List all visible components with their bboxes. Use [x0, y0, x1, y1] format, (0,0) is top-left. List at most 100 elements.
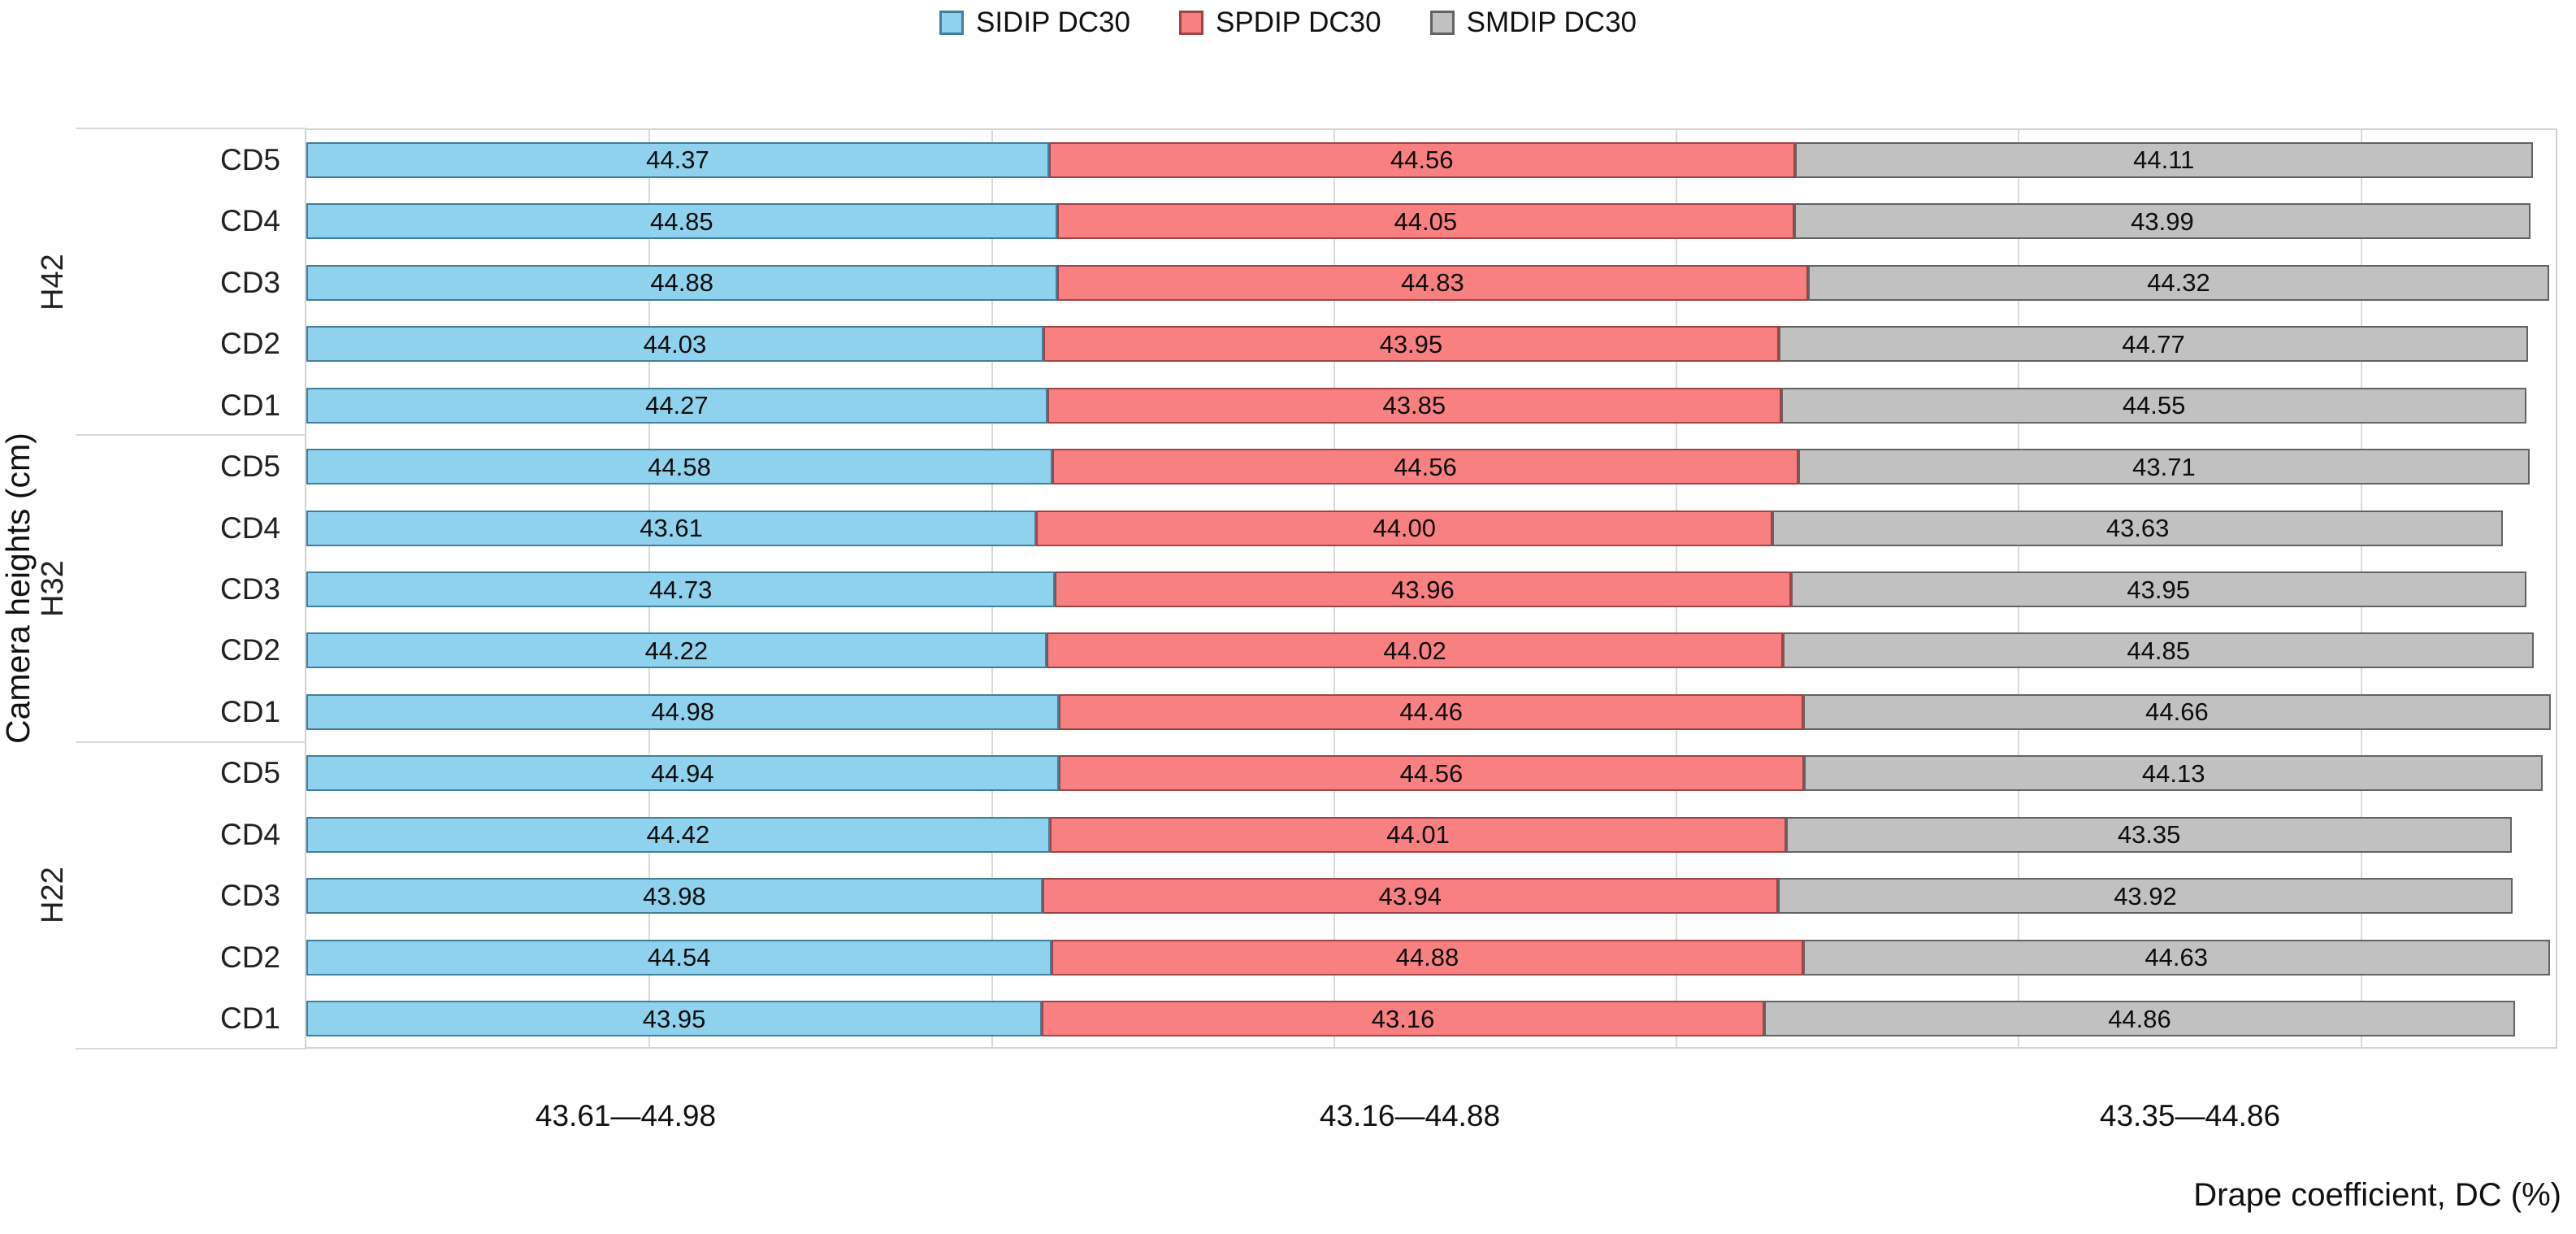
bar-value-label: 44.13 — [2141, 758, 2205, 788]
bar-segment-smdip: 43.35 — [1786, 816, 2513, 853]
bar-segment-spdip: 44.88 — [1052, 939, 1803, 975]
bar-row: 44.54 44.88 44.63 — [306, 939, 2556, 975]
cd-label: CD1 — [219, 694, 280, 728]
bar-segment-spdip: 44.02 — [1046, 632, 1784, 669]
bar-row: 44.22 44.02 44.85 — [306, 632, 2556, 669]
bar-row: 44.98 44.46 44.66 — [306, 693, 2556, 730]
group-label-h32: H32 — [36, 560, 70, 617]
bar-value-label: 43.61 — [640, 514, 703, 543]
bar-segment-sidip: 44.88 — [306, 264, 1058, 301]
group-divider — [76, 741, 306, 743]
bar-segment-sidip: 43.95 — [306, 1001, 1043, 1037]
bar-segment-sidip: 43.61 — [306, 510, 1037, 546]
bar-value-label: 44.85 — [2127, 636, 2190, 665]
bar-row: 44.37 44.56 44.11 — [306, 141, 2556, 178]
bar-segment-spdip: 43.16 — [1042, 1001, 1765, 1037]
bar-segment-smdip: 44.77 — [1778, 326, 2528, 363]
cd-label: CD3 — [219, 572, 280, 606]
bar-segment-sidip: 44.94 — [306, 755, 1059, 792]
cd-label: CD4 — [219, 817, 280, 851]
bar-value-label: 44.98 — [651, 697, 714, 727]
bar-segment-smdip: 44.85 — [1783, 632, 2534, 669]
cd-label: CD5 — [219, 450, 280, 484]
group-divider — [76, 1048, 306, 1049]
legend-label: SPDIP DC30 — [1215, 7, 1381, 38]
bar-segment-smdip: 44.86 — [1764, 1001, 2515, 1037]
cd-label: CD1 — [219, 1002, 280, 1036]
bar-segment-spdip: 44.83 — [1057, 264, 1808, 301]
cd-label: CD1 — [219, 388, 280, 422]
bar-segment-spdip: 43.95 — [1043, 326, 1779, 363]
bar-value-label: 44.54 — [647, 943, 711, 972]
bar-value-label: 44.32 — [2147, 268, 2210, 298]
legend-swatch-spdip — [1178, 11, 1203, 35]
plot-area: 44.37 44.56 44.11 44.85 44.05 43.99 44.88 44.83… — [305, 128, 2557, 1049]
bar-segment-spdip: 43.94 — [1042, 878, 1778, 915]
bar-value-label: 44.73 — [648, 575, 713, 604]
bar-value-label: 43.99 — [2131, 206, 2194, 236]
bar-value-label: 44.56 — [1394, 452, 1457, 481]
bar-value-label: 44.77 — [2122, 329, 2185, 358]
legend-swatch-sidip — [939, 11, 964, 35]
bar-value-label: 44.56 — [1390, 146, 1454, 175]
bar-segment-smdip: 44.63 — [1802, 939, 2550, 975]
bar-segment-sidip: 44.42 — [306, 816, 1050, 853]
legend-swatch-smdip — [1429, 11, 1455, 35]
bar-value-label: 43.96 — [1391, 575, 1455, 604]
bar-value-label: 44.86 — [2108, 1004, 2171, 1033]
bar-row: 43.98 43.94 43.92 — [306, 878, 2556, 915]
bar-segment-spdip: 43.96 — [1055, 571, 1791, 607]
cd-label: CD3 — [219, 265, 280, 299]
bar-value-label: 44.58 — [648, 452, 711, 481]
bar-value-label: 44.88 — [1395, 943, 1459, 972]
cd-label: CD3 — [219, 879, 280, 913]
cd-label: CD2 — [219, 940, 280, 974]
bar-segment-spdip: 44.56 — [1048, 141, 1795, 178]
bar-value-label: 44.02 — [1383, 636, 1446, 665]
bar-value-label: 43.95 — [1379, 329, 1443, 358]
bar-value-label: 44.00 — [1373, 514, 1437, 543]
bar-value-label: 43.35 — [2117, 820, 2181, 849]
bar-segment-spdip: 43.85 — [1047, 387, 1781, 424]
bar-row: 44.58 44.56 43.71 — [306, 449, 2556, 485]
cd-label: CD5 — [219, 142, 280, 176]
bar-segment-smdip: 43.63 — [1772, 510, 2503, 546]
bar-segment-sidip: 44.58 — [306, 449, 1053, 485]
bar-value-label: 44.27 — [645, 391, 709, 420]
bar-value-label: 44.03 — [643, 329, 707, 358]
bar-row: 44.94 44.56 44.13 — [306, 755, 2556, 792]
bar-segment-sidip: 44.73 — [306, 571, 1056, 607]
bar-value-label: 44.56 — [1399, 758, 1464, 788]
legend-label: SMDIP DC30 — [1466, 7, 1637, 38]
cd-label: CD2 — [219, 633, 280, 667]
bar-segment-spdip: 44.46 — [1059, 693, 1804, 730]
bar-segment-spdip: 44.01 — [1049, 816, 1787, 853]
bar-value-label: 43.98 — [643, 881, 706, 910]
bar-value-label: 44.37 — [646, 146, 709, 175]
range-label-spdip: 43.16—44.88 — [1319, 1099, 1501, 1132]
bar-segment-spdip: 44.56 — [1052, 449, 1798, 485]
y-axis-title: Camera heights (cm) — [0, 432, 37, 745]
legend-item-spdip: SPDIP DC30 — [1178, 7, 1381, 39]
bar-value-label: 44.05 — [1394, 206, 1458, 236]
bar-value-label: 44.83 — [1401, 268, 1464, 298]
bar-value-label: 44.46 — [1399, 697, 1463, 727]
legend-item-sidip: SIDIP DC30 — [939, 7, 1130, 39]
bar-segment-smdip: 43.71 — [1798, 449, 2530, 485]
bar-segment-sidip: 44.54 — [306, 939, 1052, 975]
bar-row: 44.73 43.96 43.95 — [306, 571, 2556, 607]
bar-value-label: 44.66 — [2145, 697, 2209, 727]
cd-label: CD4 — [219, 511, 280, 545]
bar-value-label: 43.71 — [2132, 452, 2196, 481]
bar-segment-sidip: 44.03 — [306, 326, 1043, 363]
bar-value-label: 43.95 — [2127, 575, 2190, 604]
bar-row: 44.03 43.95 44.77 — [306, 326, 2556, 363]
bar-value-label: 44.22 — [644, 636, 709, 665]
bar-row: 43.95 43.16 44.86 — [306, 1001, 2556, 1037]
group-label-h42: H42 — [36, 253, 70, 311]
bar-value-label: 44.55 — [2122, 391, 2186, 420]
bar-segment-smdip: 43.95 — [1790, 571, 2526, 607]
range-label-smdip: 43.35—44.86 — [2099, 1099, 2281, 1132]
bar-segment-smdip: 44.13 — [1804, 755, 2543, 792]
